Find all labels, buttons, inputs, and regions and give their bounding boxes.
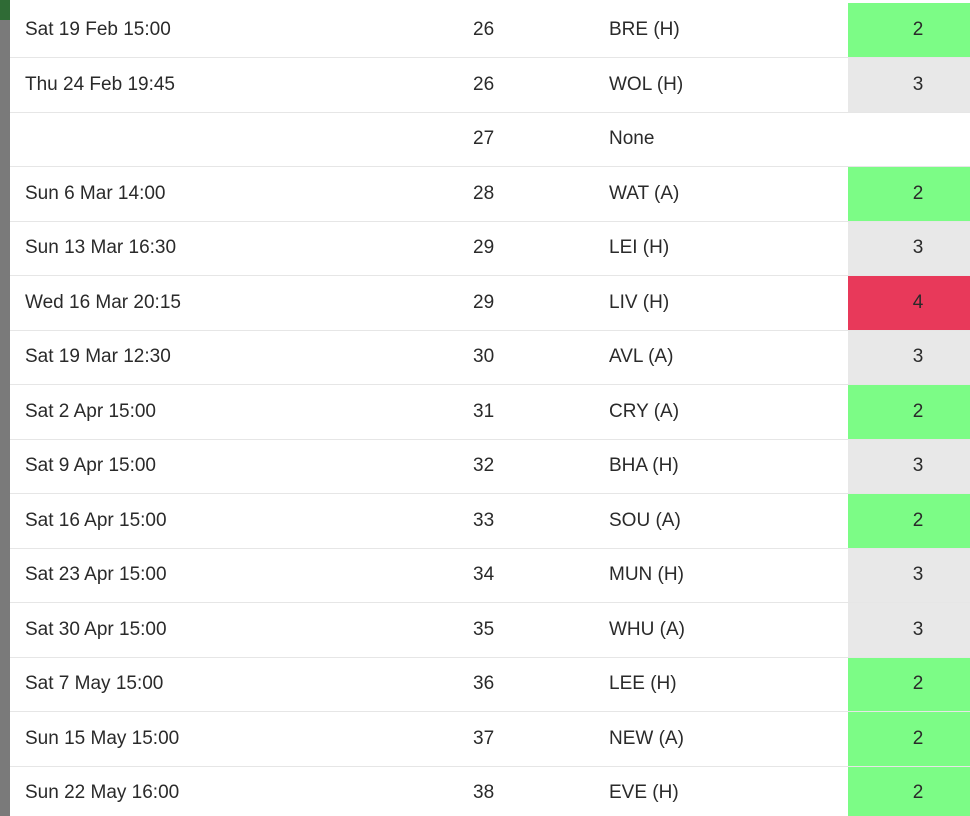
fixture-difficulty-badge: 2 <box>848 711 970 766</box>
fixture-opponent: NEW (A) <box>609 727 684 749</box>
fixture-opponent: LEE (H) <box>609 673 677 695</box>
fixture-opponent: SOU (A) <box>609 509 681 531</box>
fixture-row: Sat 2 Apr 15:00 31 CRY (A) 2 <box>10 384 970 439</box>
fixture-date: Sun 6 Mar 14:00 <box>25 182 166 204</box>
fixture-opponent: MUN (H) <box>609 564 684 586</box>
fixture-opponent: BRE (H) <box>609 19 680 40</box>
fixture-difficulty-badge: 4 <box>848 275 970 330</box>
page-backdrop <box>0 0 10 816</box>
fixture-row: Sun 22 May 16:00 38 EVE (H) 2 <box>10 766 970 816</box>
fixture-date: Sat 16 Apr 15:00 <box>25 509 167 531</box>
fixture-row: Sat 19 Feb 15:00 26 BRE (H) 2 <box>10 3 970 58</box>
fixture-gameweek: 37 <box>473 727 495 749</box>
fixture-gameweek: 33 <box>473 509 495 531</box>
fixture-gameweek: 29 <box>473 237 495 259</box>
fixture-difficulty-badge: 2 <box>848 3 970 58</box>
fixture-date: Sun 22 May 16:00 <box>25 782 180 804</box>
fixture-difficulty-badge: 2 <box>848 657 970 712</box>
fixture-gameweek: 32 <box>473 455 495 477</box>
fixture-row: Sun 15 May 15:00 37 NEW (A) 2 <box>10 711 970 766</box>
fixture-row: Sat 16 Apr 15:00 33 SOU (A) 2 <box>10 493 970 548</box>
fixture-opponent: WOL (H) <box>609 73 684 95</box>
fixture-row: Sat 9 Apr 15:00 32 BHA (H) 3 <box>10 439 970 494</box>
fixture-row: Sun 6 Mar 14:00 28 WAT (A) 2 <box>10 166 970 221</box>
fixture-difficulty-badge: 2 <box>848 166 970 221</box>
fixture-date: Sun 15 May 15:00 <box>25 727 180 749</box>
fixture-difficulty-badge: 3 <box>848 330 970 385</box>
fixture-opponent: EVE (H) <box>609 782 679 804</box>
fixture-date: Sat 30 Apr 15:00 <box>25 618 167 640</box>
fixture-gameweek: 34 <box>473 564 495 586</box>
fixture-gameweek: 26 <box>473 19 495 40</box>
fixture-date: Sat 19 Feb 15:00 <box>25 19 171 40</box>
fixture-row: Thu 24 Feb 19:45 26 WOL (H) 3 <box>10 57 970 112</box>
fixture-row: Sat 19 Mar 12:30 30 AVL (A) 3 <box>10 330 970 385</box>
fixtures-panel[interactable]: Sat 19 Feb 15:00 26 BRE (H) 2 Thu 24 Feb 19:… <box>10 0 970 816</box>
fixture-difficulty-badge: 3 <box>848 602 970 657</box>
fixture-date: Sat 9 Apr 15:00 <box>25 455 156 477</box>
fixture-opponent: CRY (A) <box>609 400 680 422</box>
fixture-date: Sun 13 Mar 16:30 <box>25 237 177 259</box>
fixture-difficulty-badge: 3 <box>848 439 970 494</box>
backdrop-green-strip <box>0 0 10 20</box>
fixture-row: Wed 16 Mar 20:15 29 LIV (H) 4 <box>10 275 970 330</box>
fixture-date: Sat 7 May 15:00 <box>25 673 164 695</box>
fixture-opponent: None <box>609 128 655 150</box>
fixture-gameweek: 31 <box>473 400 495 422</box>
fixture-date: Sat 23 Apr 15:00 <box>25 564 167 586</box>
fixture-difficulty-badge: 3 <box>848 57 970 112</box>
fixture-opponent: LEI (H) <box>609 237 670 259</box>
fixture-date: Sat 2 Apr 15:00 <box>25 400 156 422</box>
fixture-difficulty-badge: 3 <box>848 221 970 276</box>
fixture-gameweek: 36 <box>473 673 495 695</box>
fixture-row: Sat 7 May 15:00 36 LEE (H) 2 <box>10 657 970 712</box>
fixture-date: Wed 16 Mar 20:15 <box>25 291 181 313</box>
fixture-difficulty-badge: 3 <box>848 548 970 603</box>
fixture-date <box>10 112 425 167</box>
fixture-difficulty-badge: 2 <box>848 766 970 816</box>
fixture-opponent: WHU (A) <box>609 618 685 640</box>
fixture-gameweek: 28 <box>473 182 495 204</box>
fixtures-table: Sat 19 Feb 15:00 26 BRE (H) 2 Thu 24 Feb 19:… <box>10 3 970 816</box>
fixture-gameweek: 29 <box>473 291 495 313</box>
fixture-date: Sat 19 Mar 12:30 <box>25 346 171 368</box>
fixture-opponent: AVL (A) <box>609 346 674 368</box>
fixture-opponent: WAT (A) <box>609 182 680 204</box>
fixture-row: Sat 30 Apr 15:00 35 WHU (A) 3 <box>10 602 970 657</box>
fixtures-table-body: Sat 19 Feb 15:00 26 BRE (H) 2 Thu 24 Feb 19:… <box>10 3 970 816</box>
fixture-gameweek: 35 <box>473 618 495 640</box>
fixture-row: Sat 23 Apr 15:00 34 MUN (H) 3 <box>10 548 970 603</box>
fixture-date: Thu 24 Feb 19:45 <box>25 73 175 95</box>
fixture-gameweek: 30 <box>473 346 495 368</box>
fixture-difficulty-badge: 2 <box>848 493 970 548</box>
fixture-gameweek: 27 <box>473 128 495 150</box>
fixture-row: Sun 13 Mar 16:30 29 LEI (H) 3 <box>10 221 970 276</box>
fixture-opponent: BHA (H) <box>609 455 679 477</box>
fixture-gameweek: 26 <box>473 73 495 95</box>
fixture-difficulty-badge: 2 <box>848 384 970 439</box>
fixture-row: 27 None <box>10 112 970 167</box>
fixture-opponent: LIV (H) <box>609 291 670 313</box>
fixture-gameweek: 38 <box>473 782 495 804</box>
fixture-difficulty-badge <box>848 112 970 167</box>
